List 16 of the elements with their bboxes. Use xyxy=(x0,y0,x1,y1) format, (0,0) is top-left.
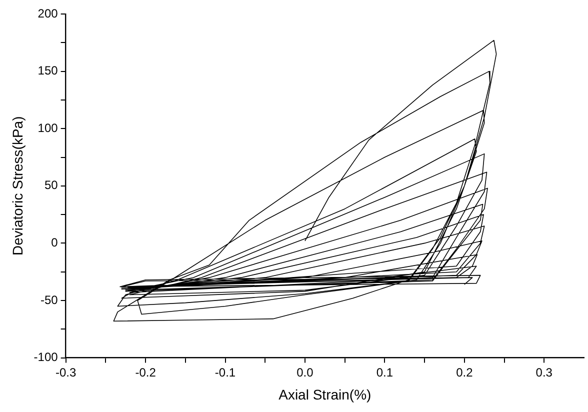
y-tick-label: 0 xyxy=(51,236,58,250)
x-tick-label: 0.2 xyxy=(456,365,474,380)
x-tick-label: 0.3 xyxy=(536,365,553,380)
x-tick-label: -0.3 xyxy=(55,365,76,380)
x-tick-label: 0.0 xyxy=(296,365,314,380)
x-tick-label: -0.2 xyxy=(135,365,156,380)
x-tick-label: 0.1 xyxy=(376,365,394,380)
y-tick-label: 150 xyxy=(38,64,58,78)
y-axis-title: Deviatoric Stress(kPa) xyxy=(9,116,26,256)
y-tick-label: -50 xyxy=(40,292,58,307)
y-tick-label: 100 xyxy=(38,120,58,135)
y-tick-label: 50 xyxy=(44,178,58,192)
y-tick-label: -100 xyxy=(34,350,58,364)
y-tick-label: 200 xyxy=(38,6,58,20)
x-axis-title: Axial Strain(%) xyxy=(278,386,372,402)
x-tick-label: -0.1 xyxy=(214,365,236,380)
